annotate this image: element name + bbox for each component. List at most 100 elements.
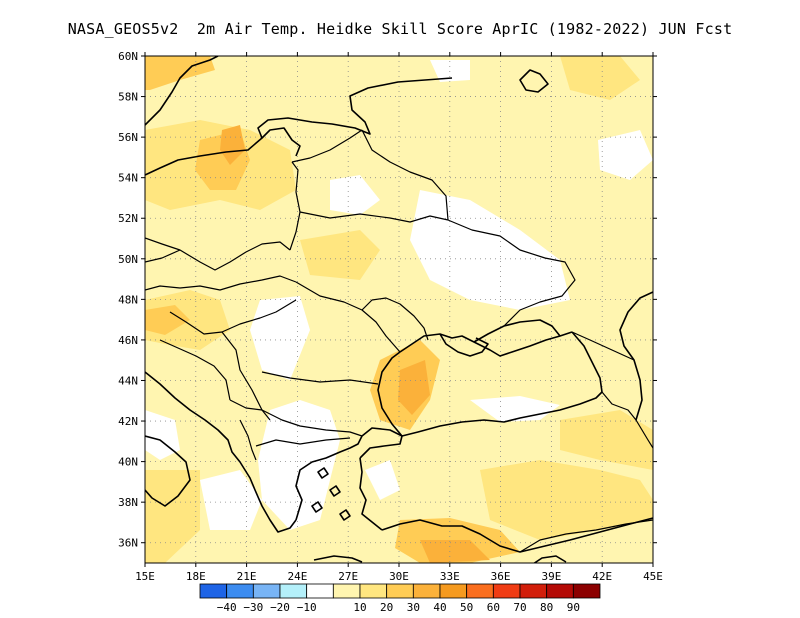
- lon-tick-label: 24E: [287, 570, 307, 583]
- lon-tick-label: 27E: [338, 570, 358, 583]
- gulf-of-riga-coast: [261, 127, 301, 157]
- colorbar-swatch: [572, 583, 601, 599]
- map-title: NASA_GEOS5v2 2m Air Temp. Heidke Skill S…: [67, 20, 733, 38]
- colorbar-swatch: [546, 583, 574, 599]
- border-moldova: [361, 297, 429, 341]
- map-plot-area: [145, 56, 653, 563]
- colorbar-label: 40: [433, 601, 446, 614]
- lat-tick-label: 60N: [118, 50, 138, 63]
- border-czech-germany: [145, 249, 181, 263]
- border-balkans-south: [229, 399, 363, 437]
- colorbar-label: 70: [513, 601, 526, 614]
- colorbar-swatch: [252, 583, 281, 599]
- colorbar-label: −30: [243, 601, 263, 614]
- skill-40-latvia-area: [220, 125, 245, 165]
- azov-coast: [473, 319, 561, 343]
- border-caucasus: [571, 331, 635, 361]
- lat-tick-label: 46N: [118, 334, 138, 347]
- skill-20-poland-east-area: [300, 230, 380, 280]
- lon-tick-label: 18E: [186, 570, 206, 583]
- aegean-north-coast: [295, 435, 363, 521]
- aegean-islands-4: [339, 509, 351, 521]
- colorbar-swatch: [439, 583, 468, 599]
- lon-tick-label: 21E: [237, 570, 257, 583]
- coastlines: [145, 56, 653, 563]
- lon-tick-label: 30E: [389, 570, 409, 583]
- crimea-coast: [439, 333, 489, 357]
- border-poland-west: [145, 237, 291, 271]
- lat-tick-label: 54N: [118, 172, 138, 185]
- turkey-south-coast: [381, 517, 653, 553]
- country-borders: [145, 129, 653, 553]
- lat-tick-label: 36N: [118, 537, 138, 550]
- adriatic-coast: [145, 371, 241, 463]
- border-serbia: [221, 331, 271, 421]
- no-skill-greece-area: [258, 400, 340, 530]
- lon-tick-label: 45E: [643, 570, 663, 583]
- italy-coast: [145, 435, 191, 507]
- colorbar-swatch: [466, 583, 494, 599]
- lat-tick-label: 48N: [118, 293, 138, 306]
- colorbar-label: 60: [487, 601, 500, 614]
- lat-tick-label: 56N: [118, 131, 138, 144]
- black-sea-east-coast: [571, 331, 603, 393]
- lake-ladoga-onega: [519, 69, 549, 93]
- colorbar-label: −40: [217, 601, 237, 614]
- colorbar-label: 30: [407, 601, 420, 614]
- border-slovakia-hungary: [179, 275, 297, 291]
- cyprus-coast: [533, 555, 567, 563]
- skill-30-austria-area: [145, 305, 190, 335]
- colorbar-swatch: [386, 583, 414, 599]
- colorbar-swatch: [492, 583, 521, 599]
- colorbar-label: 10: [353, 601, 366, 614]
- skill-20-northeast-area: [560, 56, 640, 100]
- colorbar-swatch: [306, 583, 334, 599]
- black-sea-south-coast: [401, 391, 603, 437]
- no-skill-ionian-area: [200, 470, 262, 530]
- colorbar-swatch: [519, 583, 548, 599]
- lat-tick-label: 38N: [118, 496, 138, 509]
- border-belarus-ukraine: [299, 211, 449, 223]
- crete-coast: [313, 555, 363, 563]
- latitude-axis: 60N 58N 56N 54N 52N 50N 48N 46N 44N 42N 40N 38N 36N: [118, 50, 657, 550]
- no-skill-romania-area: [250, 296, 310, 380]
- lon-tick-label: 36E: [491, 570, 511, 583]
- ionian-greece-west-coast: [239, 461, 297, 533]
- aegean-islands-2: [329, 485, 341, 497]
- baltic-coast-south-sweden: [145, 56, 219, 126]
- lon-tick-label: 39E: [541, 570, 561, 583]
- skill-20-caucasus-area: [560, 410, 653, 470]
- border-hungary-south: [169, 299, 297, 335]
- colorbar-swatch: [279, 583, 308, 599]
- colorbar-swatch: [359, 583, 388, 599]
- border-lithuania-latvia: [291, 129, 363, 163]
- caspian-coast: [619, 291, 653, 421]
- no-skill-belarus-area: [330, 175, 380, 215]
- lat-tick-label: 42N: [118, 415, 138, 428]
- border-turkey-east: [601, 391, 653, 449]
- border-greece-north: [255, 437, 351, 447]
- lat-tick-label: 40N: [118, 456, 138, 469]
- border-albania-macedonia: [239, 419, 257, 461]
- skill-20-southwest-area: [145, 470, 200, 563]
- colorbar-label: 20: [380, 601, 393, 614]
- lat-tick-label: 52N: [118, 212, 138, 225]
- turkey-aegean-coast: [359, 457, 383, 531]
- border-austria-czech: [145, 285, 181, 291]
- border-poland-east: [289, 161, 301, 251]
- colorbar-swatch: [332, 583, 361, 599]
- marmara-coast: [359, 427, 403, 459]
- colorbar: −40 −30 −20 −10 10 20 30 40 50 60 70 80 90: [199, 583, 601, 614]
- skill-40-cyprus-sea-area: [420, 540, 490, 563]
- border-belarus-russia: [361, 129, 449, 221]
- longitude-axis: 15E 18E 21E 24E 27E 30E 33E 36E 39E 42E 45E: [135, 52, 663, 583]
- no-skill-anatolia-west-area: [365, 460, 400, 500]
- border-turkey-syria: [519, 519, 653, 553]
- aegean-islands-3: [311, 501, 323, 513]
- colorbar-swatch: [199, 583, 228, 599]
- black-sea-west-coast: [377, 351, 403, 437]
- no-skill-italy-area: [145, 410, 180, 460]
- colorbar-label: 50: [460, 601, 473, 614]
- aegean-islands-1: [317, 467, 329, 479]
